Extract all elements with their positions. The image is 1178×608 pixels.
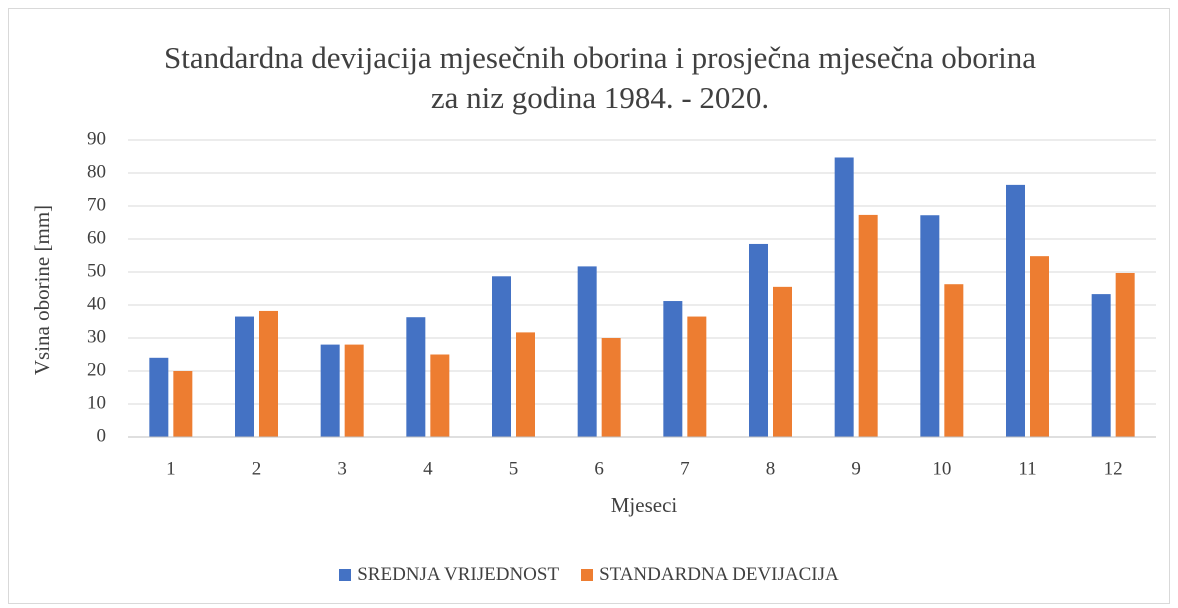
x-tick-label: 10 — [932, 458, 951, 479]
legend: SREDNJA VRIJEDNOST STANDARDNA DEVIJACIJA — [0, 564, 1178, 586]
bar — [687, 316, 707, 437]
bar — [663, 301, 683, 437]
bar — [173, 371, 193, 437]
x-tick-label: 1 — [166, 458, 176, 479]
x-tick-label: 5 — [509, 458, 519, 479]
x-tick-label: 8 — [766, 458, 776, 479]
bar — [1030, 256, 1049, 437]
x-tick-label: 12 — [1104, 458, 1123, 479]
bar — [235, 316, 254, 437]
y-tick-label: 90 — [87, 128, 106, 149]
y-tick-label: 30 — [87, 326, 106, 347]
bar — [1091, 294, 1111, 437]
x-tick-label: 3 — [337, 458, 347, 479]
bar — [834, 157, 854, 438]
bar — [858, 214, 878, 437]
y-tick-label: 80 — [87, 161, 106, 182]
y-tick-label: 50 — [87, 260, 106, 281]
bar — [749, 243, 768, 437]
x-tick-label: 9 — [851, 458, 861, 479]
legend-swatch — [581, 569, 594, 581]
bar — [944, 284, 964, 437]
bar — [773, 286, 792, 437]
y-tick-label: 60 — [87, 227, 106, 248]
legend-swatch — [339, 569, 352, 581]
y-tick-label: 10 — [87, 392, 106, 413]
bar — [1115, 272, 1135, 437]
legend-item: SREDNJA VRIJEDNOST — [339, 564, 559, 586]
bar — [601, 338, 621, 437]
y-tick-label: 0 — [97, 425, 107, 446]
bar — [920, 215, 940, 437]
bar — [492, 276, 511, 437]
bar — [577, 266, 597, 437]
legend-label: SREDNJA VRIJEDNOST — [357, 564, 560, 585]
x-axis-label: Mjeseci — [611, 493, 678, 517]
bar — [406, 317, 426, 437]
bar — [516, 332, 535, 437]
x-tick-label: 7 — [680, 458, 690, 479]
bar — [320, 344, 340, 437]
x-tick-label: 2 — [252, 458, 262, 479]
y-tick-label: 70 — [87, 194, 106, 215]
legend-label: STANDARDNA DEVIJACIJA — [599, 564, 839, 585]
chart-title: Standardna devijacija mjesečnih oborina … — [164, 40, 1036, 115]
legend-item: STANDARDNA DEVIJACIJA — [581, 564, 839, 586]
bar — [1006, 184, 1025, 437]
y-tick-label: 40 — [87, 293, 106, 314]
y-axis-label: Vsina oborine [mm] — [30, 205, 54, 375]
bar — [149, 357, 169, 437]
x-tick-label: 6 — [594, 458, 604, 479]
x-tick-label: 4 — [423, 458, 433, 479]
x-tick-label: 11 — [1018, 458, 1036, 479]
bar — [430, 354, 450, 437]
y-tick-label: 20 — [87, 359, 106, 380]
bar — [344, 344, 364, 437]
bar — [259, 310, 278, 437]
